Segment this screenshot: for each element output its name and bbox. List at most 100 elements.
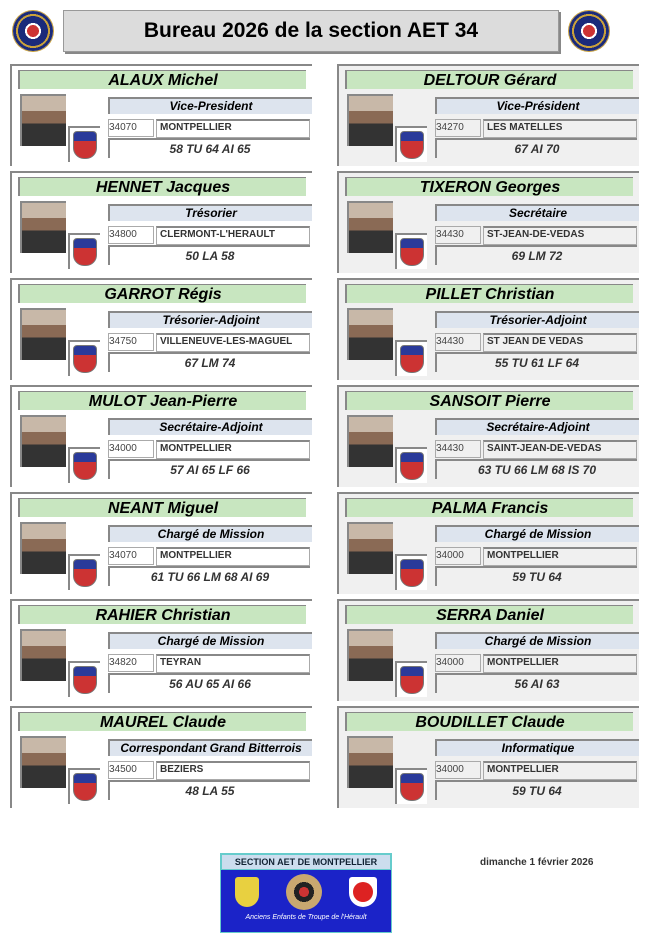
member-zip: 34070	[108, 547, 154, 565]
banner-title: SECTION AET DE MONTPELLIER	[221, 854, 391, 870]
member-name: MAUREL Claude	[18, 712, 306, 731]
member-photo	[20, 415, 66, 467]
member-name: ALAUX Michel	[18, 70, 306, 89]
member-zip: 34430	[435, 440, 481, 458]
member-card: PILLET Christian Trésorier-Adjoint 34430…	[337, 278, 639, 380]
member-photo	[347, 629, 393, 681]
member-role: Trésorier-Adjoint	[435, 311, 639, 328]
member-name: HENNET Jacques	[18, 177, 306, 196]
member-name: BOUDILLET Claude	[345, 712, 633, 731]
member-role: Chargé de Mission	[108, 632, 312, 649]
member-zip: 34000	[435, 761, 481, 779]
member-period: 63 TU 66 LM 68 IS 70	[435, 459, 637, 479]
member-zip: 34000	[108, 440, 154, 458]
regiment-badge-icon	[68, 447, 100, 483]
member-role: Vice-President	[108, 97, 312, 114]
member-city: VILLENEUVE-LES-MAGUEL	[156, 333, 310, 352]
regiment-badge-icon	[395, 554, 427, 590]
member-city: MONTPELLIER	[483, 654, 637, 673]
member-period: 56 AI 63	[435, 673, 637, 693]
regiment-badge-icon	[68, 661, 100, 697]
member-period: 56 AU 65 AI 66	[108, 673, 310, 693]
member-city: MONTPELLIER	[483, 547, 637, 566]
section-banner: SECTION AET DE MONTPELLIER Anciens Enfan…	[220, 853, 392, 933]
member-name: GARROT Régis	[18, 284, 306, 303]
occitan-cross-icon	[349, 877, 378, 907]
member-photo	[347, 736, 393, 788]
member-zip: 34270	[435, 119, 481, 137]
member-city: BEZIERS	[156, 761, 310, 780]
member-zip: 34000	[435, 547, 481, 565]
regiment-badge-icon	[68, 340, 100, 376]
member-photo	[20, 308, 66, 360]
member-period: 59 TU 64	[435, 780, 637, 800]
member-period: 55 TU 61 LF 64	[435, 352, 637, 372]
regiment-badge-icon	[68, 233, 100, 269]
member-period: 59 TU 64	[435, 566, 637, 586]
member-period: 50 LA 58	[108, 245, 310, 265]
member-photo	[347, 94, 393, 146]
member-photo	[20, 94, 66, 146]
document-date: dimanche 1 février 2026	[480, 857, 594, 868]
member-card: MULOT Jean-Pierre Secrétaire-Adjoint 340…	[10, 385, 312, 487]
member-period: 61 TU 66 LM 68 AI 69	[108, 566, 310, 586]
member-photo	[347, 308, 393, 360]
member-city: CLERMONT-L'HERAULT	[156, 226, 310, 245]
member-name: NEANT Miguel	[18, 498, 306, 517]
member-card: ALAUX Michel Vice-President 34070 MONTPE…	[10, 64, 312, 166]
member-zip: 34000	[435, 654, 481, 672]
member-photo	[20, 736, 66, 788]
member-city: MONTPELLIER	[156, 119, 310, 138]
member-card: TIXERON Georges Secrétaire 34430 ST-JEAN…	[337, 171, 639, 273]
member-name: MULOT Jean-Pierre	[18, 391, 306, 410]
regiment-badge-icon	[395, 126, 427, 162]
member-photo	[20, 629, 66, 681]
member-photo	[347, 201, 393, 253]
regiment-badge-icon	[68, 768, 100, 804]
regiment-badge-icon	[68, 126, 100, 162]
member-card: MAUREL Claude Correspondant Grand Bitter…	[10, 706, 312, 808]
member-zip: 34070	[108, 119, 154, 137]
member-city: MONTPELLIER	[156, 547, 310, 566]
member-city: MONTPELLIER	[483, 761, 637, 780]
montpellier-crest-icon	[234, 877, 259, 907]
member-role: Chargé de Mission	[108, 525, 312, 542]
member-zip: 34820	[108, 654, 154, 672]
member-role: Vice-Président	[435, 97, 639, 114]
member-role: Secrétaire-Adjoint	[435, 418, 639, 435]
member-card: HENNET Jacques Trésorier 34800 CLERMONT-…	[10, 171, 312, 273]
member-photo	[347, 415, 393, 467]
member-role: Correspondant Grand Bitterrois	[108, 739, 312, 756]
member-role: Trésorier-Adjoint	[108, 311, 312, 328]
member-card: BOUDILLET Claude Informatique 34000 MONT…	[337, 706, 639, 808]
regiment-badge-icon	[395, 768, 427, 804]
aet-medal-icon	[285, 874, 322, 910]
member-zip: 34800	[108, 226, 154, 244]
aet-logo-left	[13, 11, 53, 51]
member-name: DELTOUR Gérard	[345, 70, 633, 89]
member-photo	[20, 522, 66, 574]
member-zip: 34500	[108, 761, 154, 779]
member-city: TEYRAN	[156, 654, 310, 673]
member-role: Chargé de Mission	[435, 632, 639, 649]
regiment-badge-icon	[395, 661, 427, 697]
member-period: 69 LM 72	[435, 245, 637, 265]
page-title: Bureau 2026 de la section AET 34	[63, 10, 559, 52]
member-city: ST JEAN DE VEDAS	[483, 333, 637, 352]
regiment-badge-icon	[395, 447, 427, 483]
member-name: SANSOIT Pierre	[345, 391, 633, 410]
member-period: 48 LA 55	[108, 780, 310, 800]
member-period: 58 TU 64 AI 65	[108, 138, 310, 158]
member-name: TIXERON Georges	[345, 177, 633, 196]
member-name: PALMA Francis	[345, 498, 633, 517]
member-name: PILLET Christian	[345, 284, 633, 303]
member-zip: 34750	[108, 333, 154, 351]
member-city: LES MATELLES	[483, 119, 637, 138]
member-city: ST-JEAN-DE-VEDAS	[483, 226, 637, 245]
member-role: Secrétaire-Adjoint	[108, 418, 312, 435]
member-period: 67 AI 70	[435, 138, 637, 158]
banner-tagline: Anciens Enfants de Troupe de l'Hérault	[245, 914, 367, 921]
member-period: 57 AI 65 LF 66	[108, 459, 310, 479]
member-city: SAINT-JEAN-DE-VEDAS	[483, 440, 637, 459]
member-name: SERRA Daniel	[345, 605, 633, 624]
